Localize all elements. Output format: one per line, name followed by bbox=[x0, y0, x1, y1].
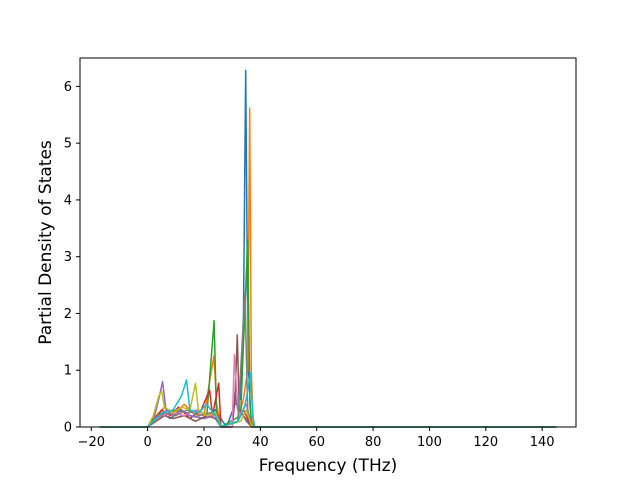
y-tick-label: 6 bbox=[64, 80, 72, 95]
series-line-9 bbox=[99, 382, 557, 428]
y-tick-label: 4 bbox=[64, 193, 72, 208]
x-tick-label: 120 bbox=[473, 435, 498, 450]
x-tick-label: 100 bbox=[417, 435, 442, 450]
series-line-2 bbox=[99, 107, 557, 428]
y-tick-label: 3 bbox=[64, 250, 72, 265]
x-tick-label: 40 bbox=[252, 435, 269, 450]
x-axis: −20 0 20 40 60 80 100 120 140 bbox=[78, 427, 555, 450]
series-line-1 bbox=[99, 69, 557, 428]
plot-frame bbox=[79, 57, 577, 428]
series-line-6 bbox=[99, 334, 557, 428]
x-tick-label: 140 bbox=[530, 435, 555, 450]
y-axis: 0 1 2 3 4 5 6 bbox=[64, 80, 80, 436]
x-tick-label: 80 bbox=[365, 435, 382, 450]
x-tick-label: 60 bbox=[308, 435, 325, 450]
y-tick-label: 1 bbox=[64, 364, 72, 379]
series-line-5 bbox=[99, 380, 557, 428]
y-tick-label: 2 bbox=[64, 307, 72, 322]
y-tick-label: 0 bbox=[64, 421, 72, 436]
x-tick-label: −20 bbox=[78, 435, 105, 450]
y-tick-label: 5 bbox=[64, 137, 72, 152]
series-line-8 bbox=[99, 292, 557, 428]
series-line-4 bbox=[99, 382, 557, 428]
x-tick-label: 0 bbox=[143, 435, 151, 450]
plot-area bbox=[99, 69, 557, 428]
x-axis-title: Frequency (THz) bbox=[259, 456, 398, 476]
y-axis-title: Partial Density of States bbox=[36, 140, 56, 345]
series-line-3 bbox=[99, 238, 557, 428]
series-line-10 bbox=[99, 372, 557, 428]
x-tick-label: 20 bbox=[196, 435, 213, 450]
